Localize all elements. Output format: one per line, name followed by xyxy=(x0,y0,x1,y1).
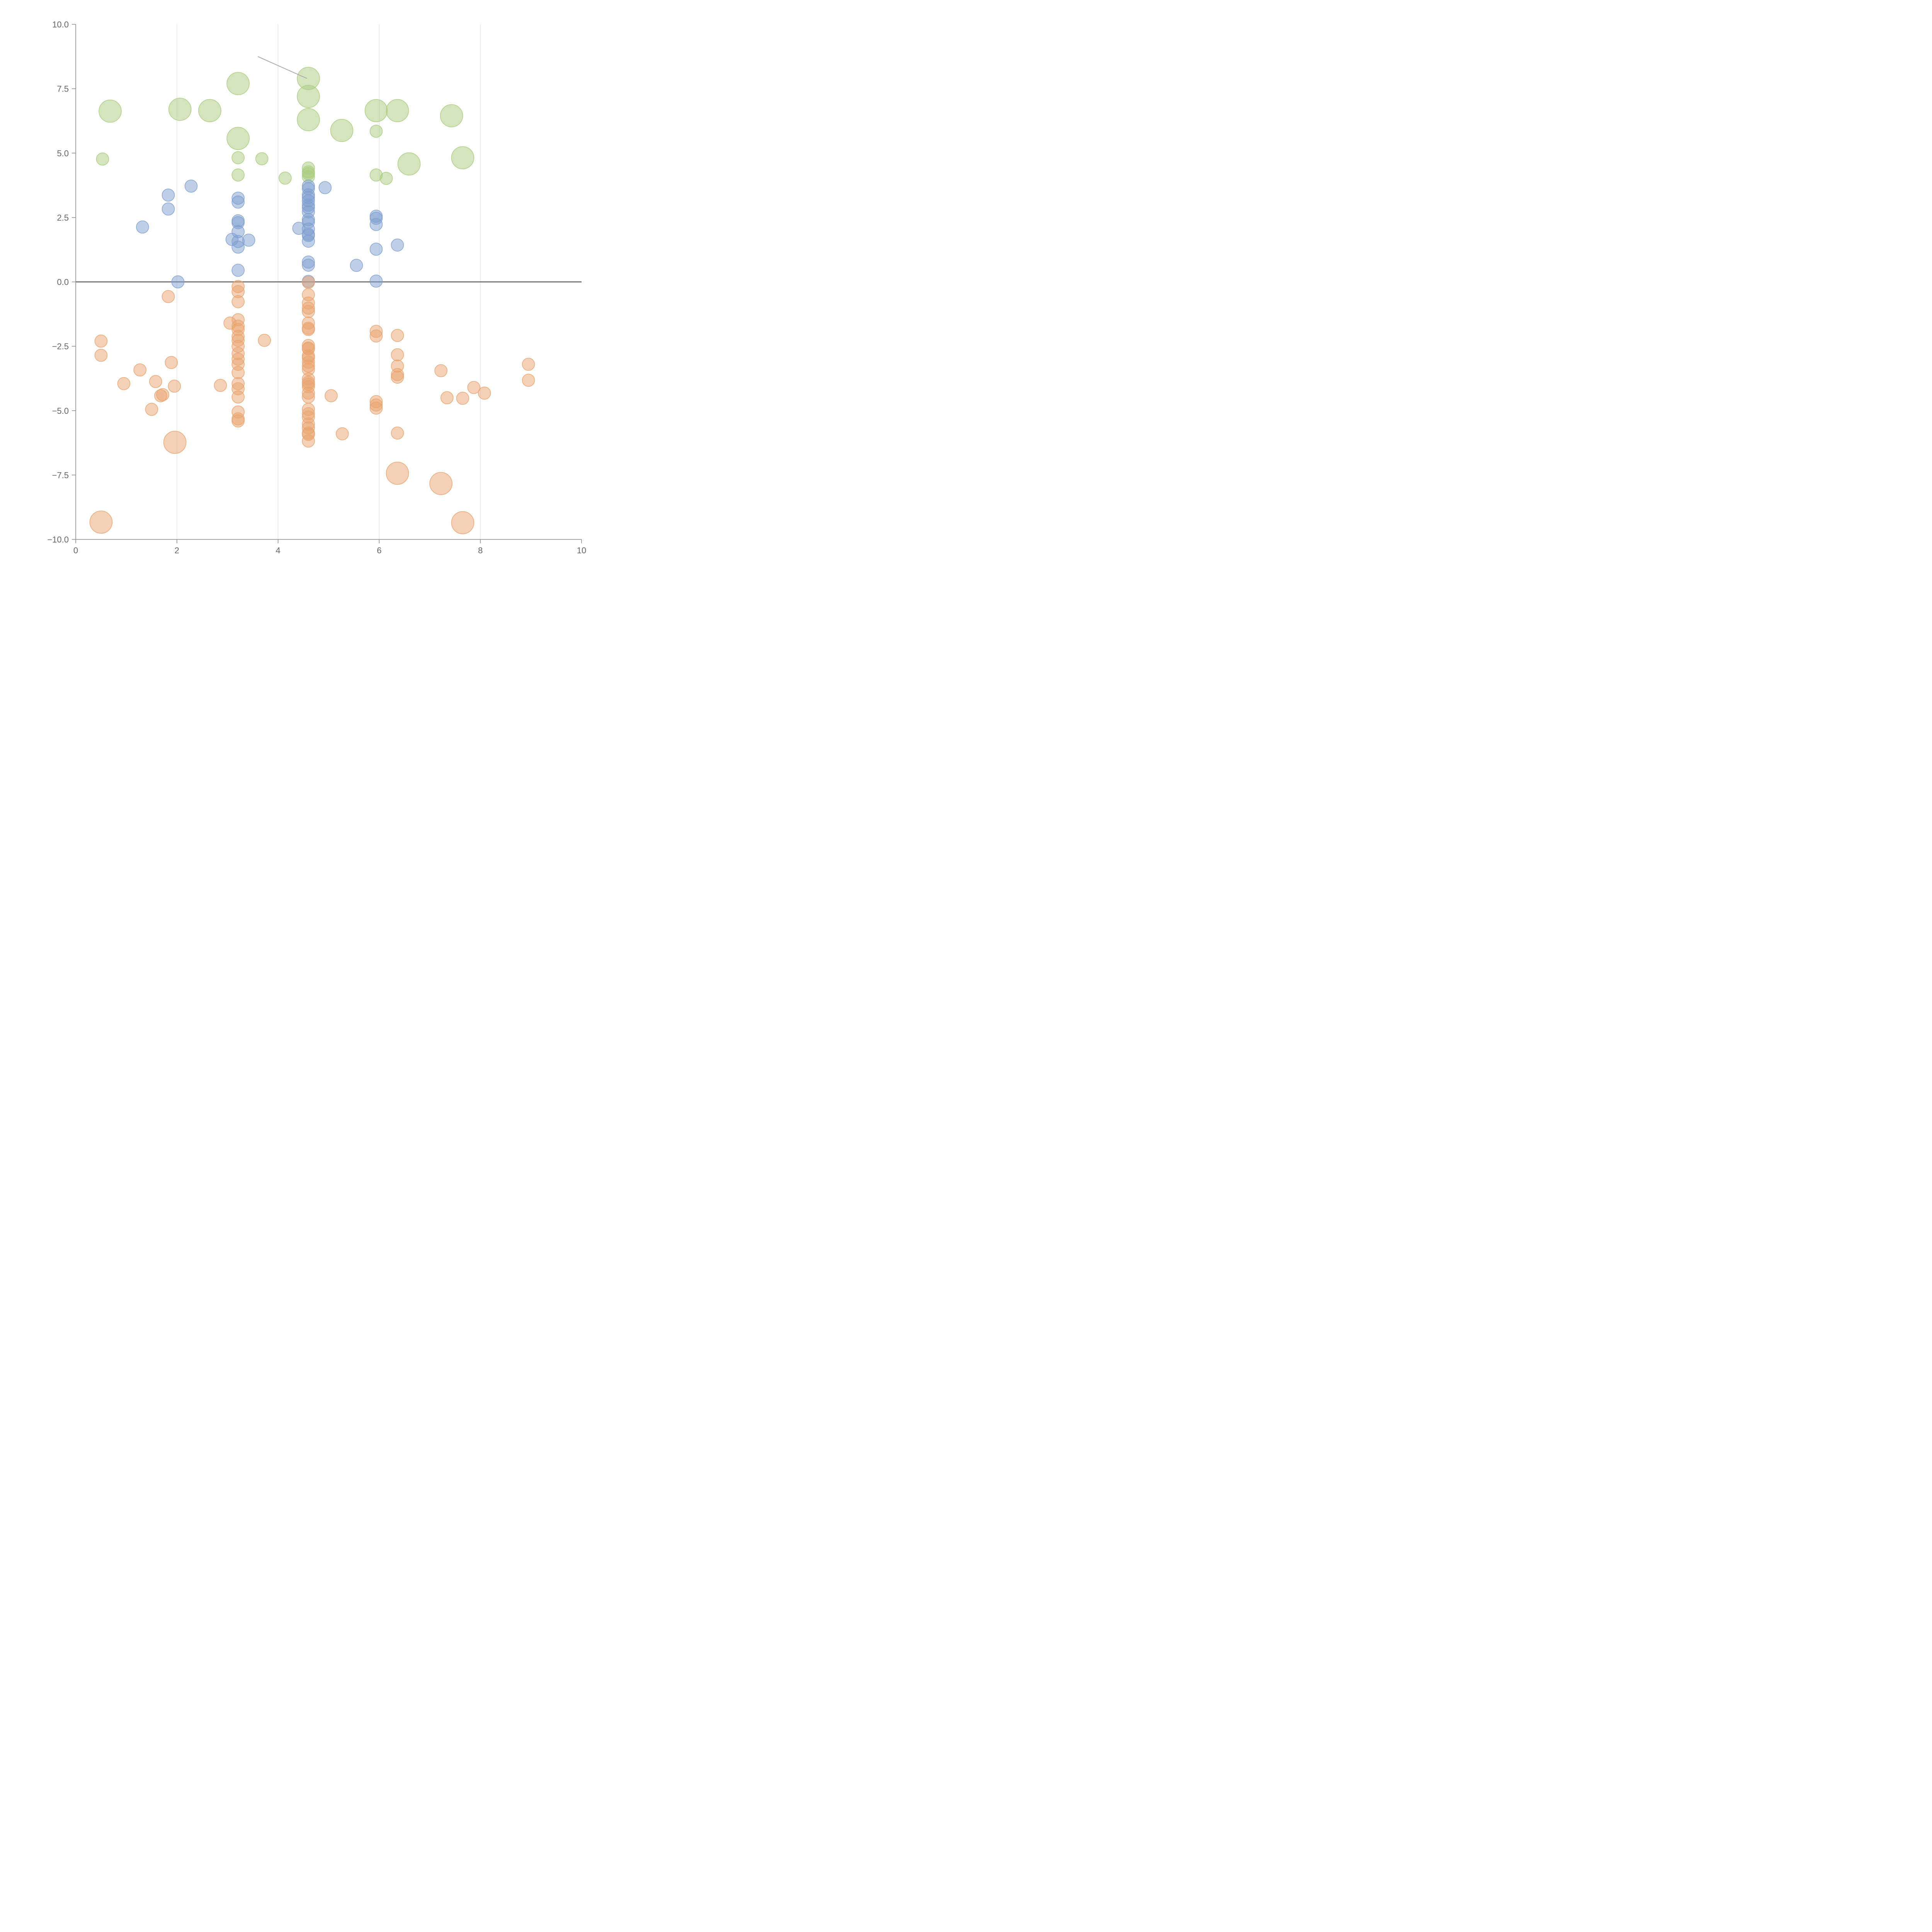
annotations xyxy=(257,56,307,79)
point-orange-38 xyxy=(302,276,315,289)
point-orange-10 xyxy=(149,375,162,388)
point-orange-82 xyxy=(440,391,454,405)
point-blue-6 xyxy=(231,196,245,209)
point-green-9 xyxy=(364,99,388,122)
y-tick-label: 7.5 xyxy=(57,84,69,94)
point-green-23 xyxy=(369,124,383,138)
x-tick-label: 8 xyxy=(478,546,483,555)
point-blue-14 xyxy=(231,264,245,277)
point-orange-2 xyxy=(386,461,409,485)
point-orange-81 xyxy=(434,364,447,378)
y-tick-label: 0.0 xyxy=(57,277,69,287)
point-blue-2 xyxy=(162,202,175,216)
point-orange-6 xyxy=(94,349,108,362)
x-tick-label: 0 xyxy=(73,546,78,555)
point-blue-4 xyxy=(171,275,185,289)
point-green-2 xyxy=(198,99,221,122)
point-green-13 xyxy=(451,146,474,169)
point-green-10 xyxy=(386,99,409,122)
point-orange-8 xyxy=(133,363,146,377)
y-tick-label: −5.0 xyxy=(52,406,69,416)
x-tick-label: 6 xyxy=(377,546,381,555)
point-green-3 xyxy=(226,72,250,95)
point-blue-1 xyxy=(162,189,175,202)
point-orange-14 xyxy=(165,356,178,369)
x-tick-label: 4 xyxy=(276,546,280,555)
point-green-15 xyxy=(231,151,245,164)
point-orange-33 xyxy=(231,390,245,404)
point-green-25 xyxy=(379,172,393,185)
point-green-8 xyxy=(330,119,354,142)
point-orange-37 xyxy=(258,334,271,347)
point-blue-39 xyxy=(369,274,383,288)
point-orange-13 xyxy=(162,290,175,303)
point-orange-83 xyxy=(456,392,469,405)
point-orange-12 xyxy=(156,388,169,401)
point-orange-1 xyxy=(163,430,187,454)
point-green-6 xyxy=(297,85,320,108)
point-orange-69 xyxy=(336,427,349,440)
point-orange-86 xyxy=(522,358,535,371)
point-orange-4 xyxy=(451,511,474,534)
point-green-7 xyxy=(297,108,320,131)
point-green-12 xyxy=(397,152,421,175)
point-blue-29 xyxy=(302,235,315,248)
point-orange-85 xyxy=(478,386,491,400)
point-green-1 xyxy=(168,98,192,121)
point-orange-45 xyxy=(302,323,315,336)
point-orange-30 xyxy=(231,366,245,379)
point-blue-3 xyxy=(184,179,198,193)
point-orange-59 xyxy=(302,390,315,404)
point-orange-5 xyxy=(94,335,108,348)
point-green-4 xyxy=(226,127,250,150)
point-orange-79 xyxy=(391,371,404,384)
point-blue-13 xyxy=(242,233,255,247)
axes: 10.0 7.5 5.0 2.5 0.0 −2.5 −5.0 −7.5 −10.0 0 2 4 6 8 10 xyxy=(47,20,586,555)
point-orange-76 xyxy=(391,348,404,361)
point-green-18 xyxy=(279,172,292,185)
point-orange-75 xyxy=(391,329,404,342)
point-green-11 xyxy=(440,104,463,128)
point-blue-34 xyxy=(350,259,363,272)
point-blue-38 xyxy=(369,243,383,256)
point-blue-33 xyxy=(318,181,332,194)
y-tick-label: −10.0 xyxy=(47,535,69,544)
point-blue-37 xyxy=(369,218,383,231)
point-blue-31 xyxy=(302,259,315,272)
point-orange-71 xyxy=(369,329,383,343)
annotation-connector xyxy=(257,56,307,79)
point-orange-42 xyxy=(302,305,315,318)
point-green-17 xyxy=(231,168,245,182)
point-green-0 xyxy=(99,99,122,123)
y-tick-label: −7.5 xyxy=(52,470,69,480)
point-orange-84 xyxy=(467,381,480,394)
point-orange-80 xyxy=(391,426,404,440)
point-orange-20 xyxy=(231,295,245,308)
point-green-16 xyxy=(255,152,269,165)
y-tick-label: −2.5 xyxy=(52,342,69,351)
point-orange-68 xyxy=(325,389,338,402)
point-orange-74 xyxy=(369,401,383,415)
scatter-chart: 10.0 7.5 5.0 2.5 0.0 −2.5 −5.0 −7.5 −10.0 0 2 4 6 8 10 xyxy=(47,20,586,555)
y-tick-label: 10.0 xyxy=(52,20,69,29)
point-orange-16 xyxy=(214,379,227,392)
point-orange-15 xyxy=(168,379,181,393)
point-orange-87 xyxy=(522,374,535,387)
gridlines xyxy=(76,24,582,539)
point-orange-7 xyxy=(117,377,131,390)
x-tick-label: 2 xyxy=(175,546,179,555)
point-orange-0 xyxy=(89,510,113,534)
data-points xyxy=(89,67,535,534)
point-orange-3 xyxy=(429,472,452,495)
point-blue-12 xyxy=(231,240,245,254)
y-tick-label: 5.0 xyxy=(57,148,69,158)
point-green-14 xyxy=(96,152,109,166)
x-tick-label: 10 xyxy=(577,546,586,555)
point-orange-9 xyxy=(145,403,158,416)
point-blue-40 xyxy=(391,238,404,252)
point-orange-36 xyxy=(231,414,245,428)
point-orange-67 xyxy=(302,434,315,448)
y-tick-label: 2.5 xyxy=(57,213,69,223)
point-blue-0 xyxy=(136,220,149,234)
